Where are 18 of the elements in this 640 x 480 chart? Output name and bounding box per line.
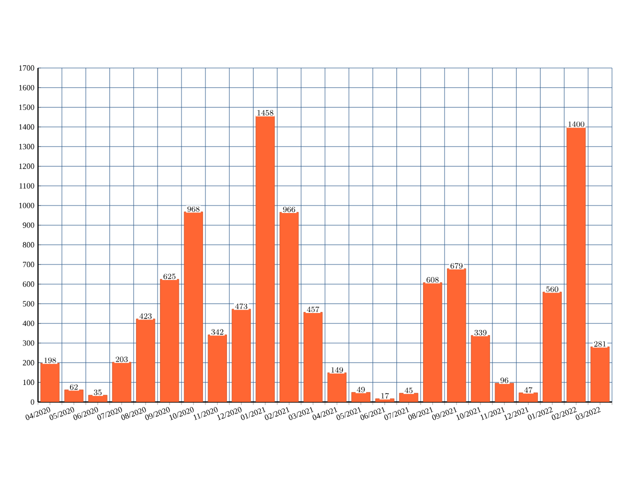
bar [136,318,156,402]
bar [184,212,203,402]
bar [327,372,346,402]
bar [494,382,514,402]
bar [208,334,227,402]
bar [40,362,60,402]
bar [447,268,466,402]
bar [470,335,490,402]
bar [232,308,251,402]
bar [423,282,442,402]
bar [590,346,610,402]
bar [160,279,180,402]
bar [304,312,323,402]
bar [542,292,562,402]
bar [112,362,132,402]
bar [256,115,275,402]
bar [566,126,586,402]
bar [280,212,299,402]
